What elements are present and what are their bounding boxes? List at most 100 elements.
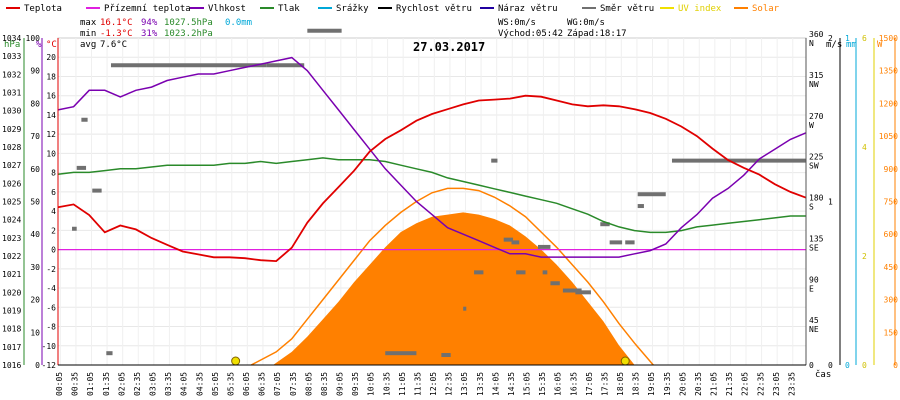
pressure-line <box>57 157 806 234</box>
wind-direction-mark <box>575 290 591 295</box>
series-layer <box>57 28 807 366</box>
x-tick-label: 07:35 <box>289 372 298 396</box>
axis-layer: hPa% °C m/s mm W1016101710181019102010211022… <box>2 30 898 396</box>
x-tick-label: 23:05 <box>772 372 781 396</box>
wind-direction-mark <box>92 188 102 193</box>
x-tick-label: 19:05 <box>647 372 656 396</box>
x-tick-label: 10:05 <box>367 372 376 396</box>
pressure-tick-label: 1016 <box>2 361 21 370</box>
x-tick-label: 06:05 <box>242 372 251 396</box>
x-tick-label: 06:35 <box>258 372 267 396</box>
wind-direction-mark <box>76 165 87 170</box>
speed-tick-label: 1 <box>828 198 833 207</box>
direction-tick-label: 135 <box>809 234 824 243</box>
pressure-tick-label: 1025 <box>2 198 21 207</box>
solar-tick-label: 1350 <box>879 67 898 76</box>
speed-tick-label: 2 <box>828 34 833 43</box>
x-tick-label: 18:35 <box>632 372 641 396</box>
direction-tick-compass: NW <box>809 80 819 89</box>
x-tick-label: 16:35 <box>569 372 578 396</box>
direction-tick-label: 45 <box>809 316 819 325</box>
direction-tick-label: 270 <box>809 112 824 121</box>
pressure-tick-label: 1033 <box>2 52 21 61</box>
x-tick-label: 09:35 <box>351 372 360 396</box>
x-axis-label: čas <box>815 369 831 380</box>
humidity-tick-label: 30 <box>30 263 40 272</box>
solar-tick-label: 450 <box>884 263 899 272</box>
wind-direction-mark <box>441 353 451 358</box>
solar-tick-label: 0 <box>893 361 898 370</box>
humidity-tick-label: 0 <box>35 361 40 370</box>
x-tick-label: 22:05 <box>741 372 750 396</box>
stat-max-hum: 94% <box>141 18 158 28</box>
wind-direction-mark <box>516 270 526 275</box>
pressure-tick-label: 1031 <box>2 89 21 98</box>
x-tick-label: 08:05 <box>304 372 313 396</box>
humidity-tick-label: 100 <box>26 34 41 43</box>
humidity-tick-label: 20 <box>30 296 40 305</box>
rain-tick-label: 0 <box>845 361 850 370</box>
x-tick-label: 14:35 <box>507 372 516 396</box>
rain-unit: mm <box>846 40 857 50</box>
humidity-tick-label: 70 <box>30 132 40 141</box>
temperature-tick-label: 20 <box>46 53 56 62</box>
legend-label: UV index <box>678 4 722 14</box>
temperature-tick-label: 16 <box>46 92 56 101</box>
direction-tick-label: 0 <box>809 361 814 370</box>
pressure-tick-label: 1019 <box>2 307 21 316</box>
uv-tick-label: 0 <box>862 361 867 370</box>
temperature-tick-label: 4 <box>51 207 56 216</box>
x-tick-label: 23:35 <box>787 372 796 396</box>
solar-tick-label: 150 <box>884 328 899 337</box>
x-tick-label: 02:05 <box>117 372 126 396</box>
legend-label: Směr větru <box>600 4 654 14</box>
pressure-tick-label: 1021 <box>2 270 21 279</box>
direction-tick-compass: W <box>809 121 814 130</box>
x-tick-label: 08:35 <box>320 372 329 396</box>
x-tick-label: 15:05 <box>523 372 532 396</box>
x-tick-label: 03:35 <box>164 372 173 396</box>
temperature-tick-label: -2 <box>46 265 56 274</box>
direction-tick-compass: N <box>809 39 814 48</box>
temperature-tick-label: -4 <box>46 284 56 293</box>
x-tick-label: 15:35 <box>538 372 547 396</box>
x-tick-label: 09:05 <box>336 372 345 396</box>
x-tick-label: 12:05 <box>429 372 438 396</box>
temperature-tick-label: 10 <box>46 149 56 158</box>
direction-tick-compass: SE <box>809 243 819 252</box>
x-tick-label: 11:05 <box>398 372 407 396</box>
wind-direction-mark <box>511 240 520 245</box>
pressure-tick-label: 1032 <box>2 70 21 79</box>
wind-direction-mark <box>625 240 635 245</box>
wind-direction-mark <box>671 158 806 163</box>
sunset-stat: Západ:18:17 <box>567 29 627 39</box>
stat-min-press: 1023.2hPa <box>164 29 213 39</box>
wind-speed-stat: WS:0m/s <box>498 18 536 28</box>
temperature-tick-label: -8 <box>46 323 56 332</box>
legend-label: Vlhkost <box>208 4 246 14</box>
legend: Teplota Přízemní teplota Vlhkost Tlak Srážky… <box>0 0 900 14</box>
temperature-tick-label: -10 <box>42 342 57 351</box>
pressure-tick-label: 1018 <box>2 325 21 334</box>
x-tick-label: 17:35 <box>600 372 609 396</box>
stat-min-label: min <box>80 29 96 39</box>
pressure-tick-label: 1022 <box>2 252 21 261</box>
x-tick-label: 22:35 <box>756 372 765 396</box>
temperature-tick-label: 0 <box>51 246 56 255</box>
solar-tick-label: 1200 <box>879 99 898 108</box>
x-tick-label: 19:35 <box>663 372 672 396</box>
humidity-tick-label: 90 <box>30 67 40 76</box>
solar-tick-label: 750 <box>884 198 899 207</box>
wind-direction-mark <box>637 204 644 209</box>
temperature-tick-label: 8 <box>51 169 56 178</box>
pressure-tick-label: 1030 <box>2 107 21 116</box>
x-tick-label: 02:35 <box>133 372 142 396</box>
wind-direction-mark <box>474 270 484 275</box>
x-tick-label: 04:05 <box>180 372 189 396</box>
pressure-tick-label: 1034 <box>2 34 21 43</box>
pressure-tick-label: 1029 <box>2 125 21 134</box>
uv-marker <box>620 356 630 366</box>
stat-max-press: 1027.5hPa <box>164 18 213 28</box>
stat-avg-label: avg <box>80 40 96 50</box>
humidity-tick-label: 40 <box>30 230 40 239</box>
